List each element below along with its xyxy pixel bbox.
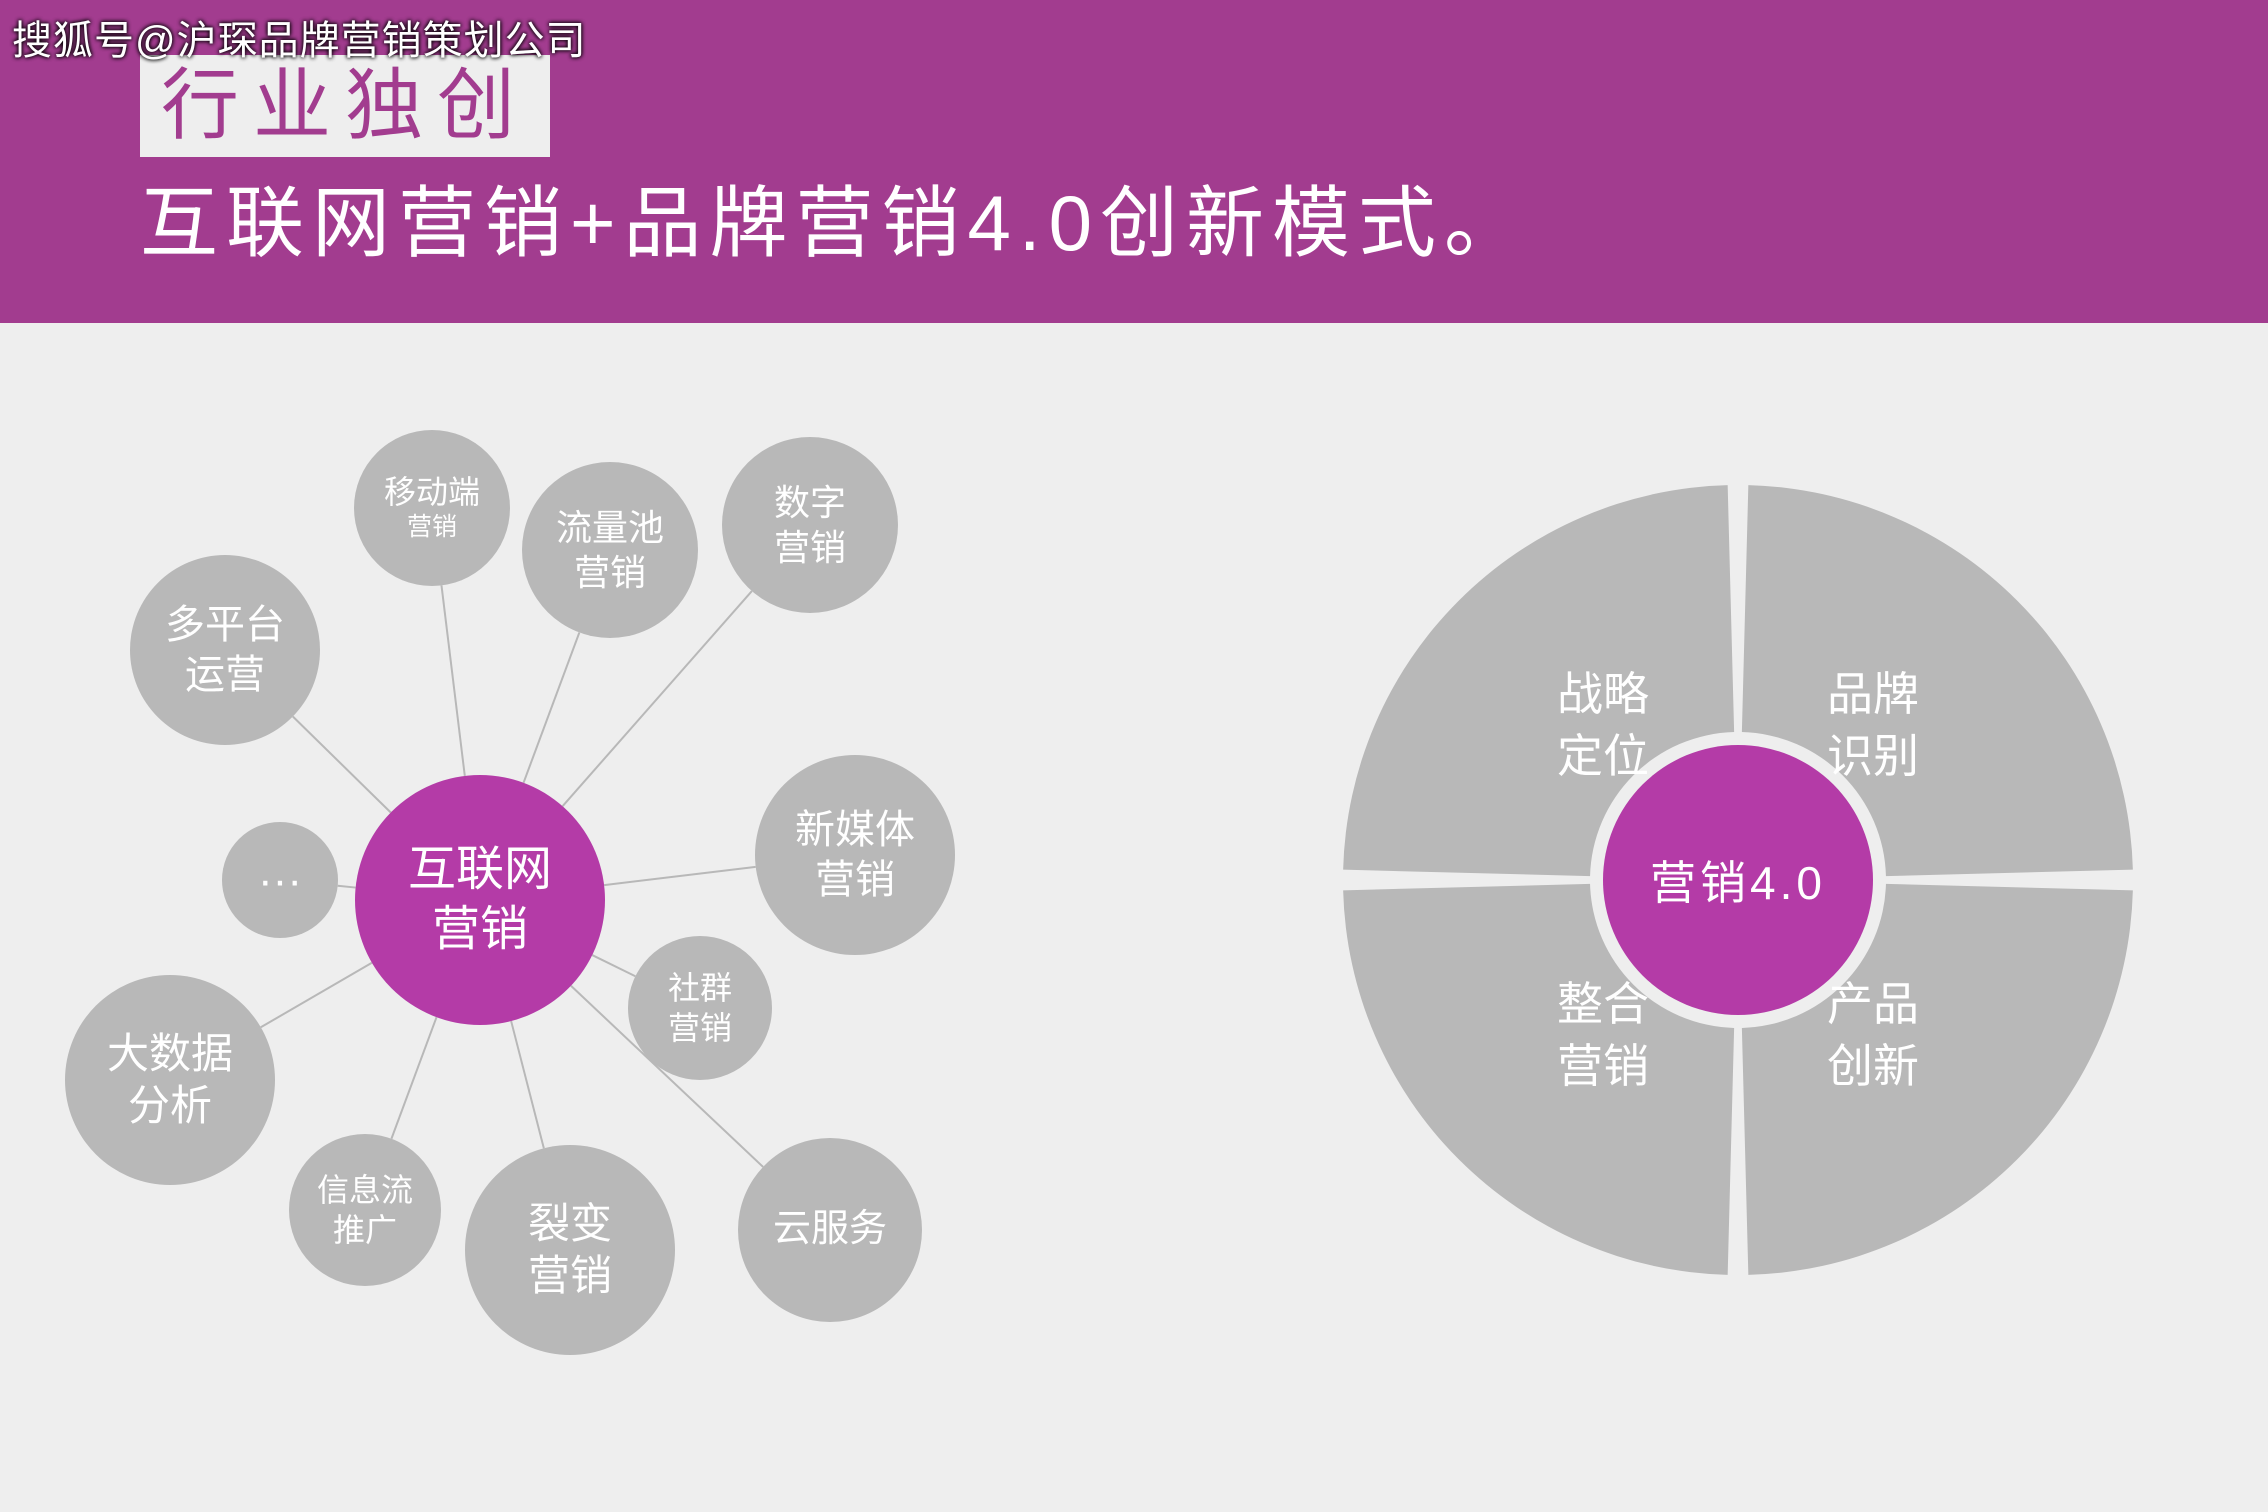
bubble-center: 互联网营销 <box>355 775 605 1025</box>
donut-label-strategy: 战略定位 <box>1557 663 1649 787</box>
donut-center-label: 营销4.0 <box>1650 847 1826 913</box>
bubble-diagram: 互联网营销 移动端营销流量池营销数字营销新媒体营销社群营销云服务裂变营销信息流推广… <box>0 340 1000 1440</box>
bubble-node-cloud: 云服务 <box>738 1138 922 1322</box>
donut-label-brand: 品牌识别 <box>1827 663 1919 787</box>
bubble-node-fission: 裂变营销 <box>465 1145 675 1355</box>
donut-diagram: 战略定位 品牌识别产品创新 整合营销 营销4.0 <box>1328 470 2148 1290</box>
donut-label-integrate: 整合营销 <box>1557 973 1649 1097</box>
title-line-2: 互联网营销+品牌营销4.0创新模式。 <box>140 161 2128 273</box>
bubble-node-newmedia: 新媒体营销 <box>755 755 955 955</box>
watermark-text: 搜狐号@沪琛品牌营销策划公司 <box>12 8 587 66</box>
bubble-node-more: ··· <box>222 822 338 938</box>
bubble-node-community: 社群营销 <box>628 936 772 1080</box>
bubble-node-infoflow: 信息流推广 <box>289 1134 441 1286</box>
diagram-area: 互联网营销 移动端营销流量池营销数字营销新媒体营销社群营销云服务裂变营销信息流推广… <box>0 340 2268 1512</box>
title-line-1: 行业独创 <box>140 61 550 151</box>
bubble-node-pool: 流量池营销 <box>522 462 698 638</box>
donut-center: 营销4.0 <box>1603 745 1873 1015</box>
bubble-node-multi: 多平台运营 <box>130 555 320 745</box>
bubble-node-mobile: 移动端营销 <box>354 430 510 586</box>
title-box: 行业独创 <box>140 55 550 157</box>
bubble-node-bigdata: 大数据分析 <box>65 975 275 1185</box>
bubble-node-digital: 数字营销 <box>722 437 898 613</box>
donut-label-product: 产品创新 <box>1827 973 1919 1097</box>
